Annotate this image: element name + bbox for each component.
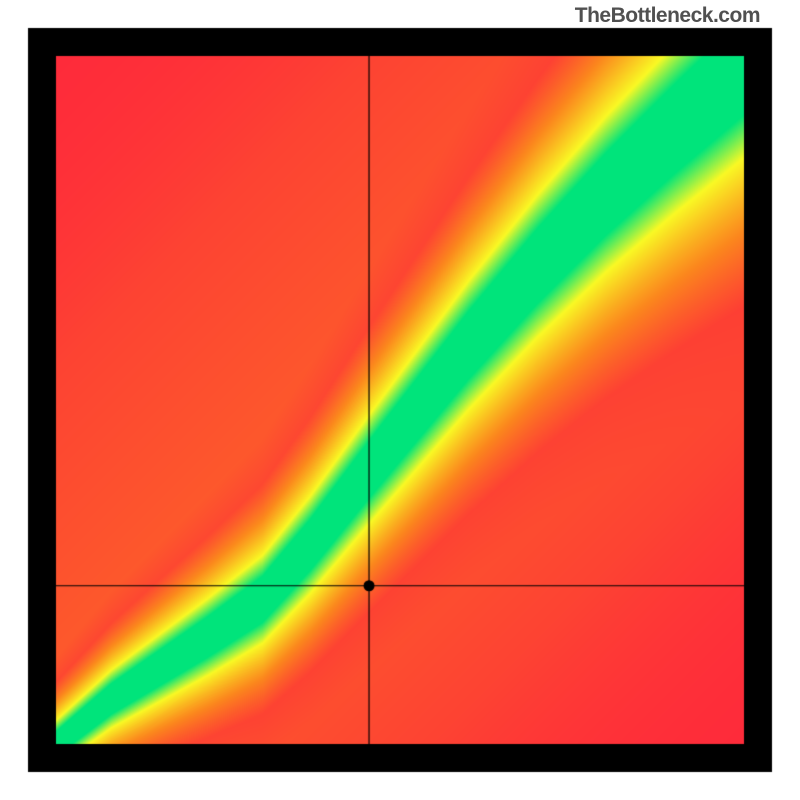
chart-container: { "watermark": "TheBottleneck.com", "can… xyxy=(0,0,800,800)
watermark-text: TheBottleneck.com xyxy=(575,4,760,28)
bottleneck-heatmap xyxy=(0,0,800,800)
